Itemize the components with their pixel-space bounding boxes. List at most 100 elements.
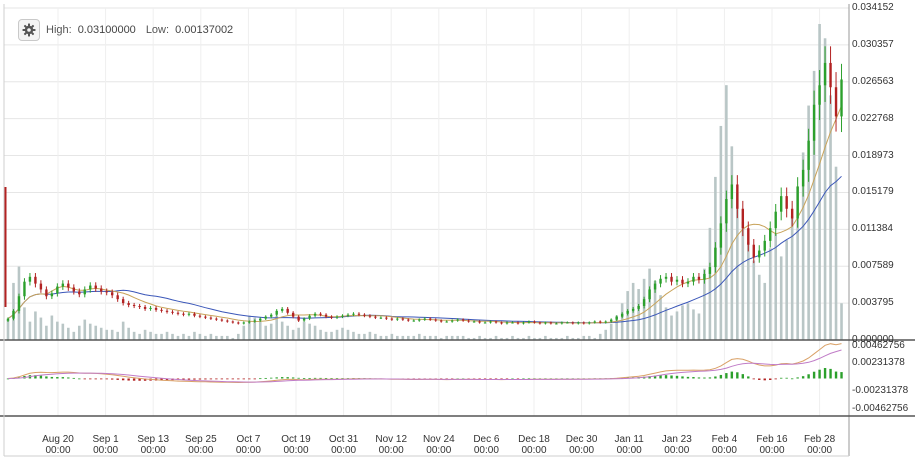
volume-bar xyxy=(670,315,673,340)
volume-bar xyxy=(450,335,454,340)
candle-body xyxy=(790,208,794,219)
candle-body xyxy=(28,276,32,282)
candle-body xyxy=(248,321,251,323)
x-tick-date: Sep 25 xyxy=(184,434,217,445)
volume-bar xyxy=(604,329,608,340)
volume-bar xyxy=(368,331,372,340)
x-tick-time: 00:00 xyxy=(140,445,166,456)
volume-bar xyxy=(461,335,465,340)
x-tick-label: Nov 24 00:00 xyxy=(414,434,464,456)
volume-bar xyxy=(121,321,125,340)
candle-body xyxy=(138,305,141,307)
x-tick-time: 00:00 xyxy=(521,445,547,456)
volume-bar xyxy=(335,329,339,340)
candle-body xyxy=(445,321,448,323)
candle-body xyxy=(242,322,245,324)
macd-histogram-bar xyxy=(834,371,838,379)
candle-body xyxy=(741,208,745,229)
volume-bar xyxy=(385,335,388,340)
candle-body xyxy=(697,276,701,280)
volume-bar xyxy=(527,335,531,340)
volume-bar xyxy=(110,329,114,340)
candle-body xyxy=(363,314,366,316)
macd-histogram-bar xyxy=(34,375,37,379)
macd-histogram-bar xyxy=(83,378,86,380)
candle-body xyxy=(401,318,405,320)
candle-body xyxy=(198,315,202,317)
oscillator-tick-label: -0.00462756 xyxy=(852,403,909,414)
volume-bar xyxy=(308,323,311,340)
x-tick-time: 00:00 xyxy=(93,445,119,456)
candle-body xyxy=(807,140,810,170)
settings-button[interactable] xyxy=(18,19,40,41)
x-tick-date: Feb 28 xyxy=(804,434,836,445)
oscillator-tick-label: 0.00231378 xyxy=(852,357,905,368)
low-label: Low: xyxy=(145,24,170,36)
candle-body xyxy=(385,317,388,319)
volume-bar xyxy=(834,166,838,340)
volume-bar xyxy=(741,221,745,340)
macd-histogram-bar xyxy=(220,378,224,380)
x-tick-label: Sep 25 00:00 xyxy=(176,434,226,456)
y-tick-label: 0.022768 xyxy=(852,112,894,124)
x-tick-date: Dec 6 xyxy=(473,434,500,445)
candle-body xyxy=(237,322,240,324)
candle-body xyxy=(165,310,169,312)
macd-histogram-bar xyxy=(505,378,509,380)
candle-body xyxy=(341,315,344,317)
candle-body xyxy=(253,320,256,322)
volume-bar xyxy=(467,337,470,340)
x-tick-date: Sep 13 xyxy=(137,434,170,445)
y-tick-label: 0.003795 xyxy=(852,297,894,309)
macd-histogram-bar xyxy=(138,378,141,381)
candle-body xyxy=(132,305,136,307)
x-tick-date: Feb 16 xyxy=(756,434,788,445)
macd-histogram-bar xyxy=(790,378,794,380)
volume-bar xyxy=(807,105,810,340)
candle-body xyxy=(220,319,224,321)
volume-bar xyxy=(88,323,92,340)
volume-bar xyxy=(77,325,81,340)
volume-bar xyxy=(45,325,48,340)
macd-histogram-bar xyxy=(522,378,525,380)
candle-body xyxy=(434,319,437,321)
volume-bar xyxy=(494,335,498,340)
oscillator-tick-label: -0.00231378 xyxy=(852,385,909,396)
macd-histogram-bar xyxy=(670,375,673,379)
macd-histogram-bar xyxy=(456,378,459,380)
x-tick-label: Dec 6 00:00 xyxy=(461,434,511,456)
y-tick-label: 0.034152 xyxy=(852,2,894,13)
macd-histogram-bar xyxy=(335,378,339,380)
macd-histogram-bar xyxy=(182,378,185,380)
volume-bar xyxy=(686,303,690,340)
macd-histogram-bar xyxy=(714,376,717,379)
volume-bar xyxy=(681,305,684,340)
volume-bar xyxy=(291,329,295,340)
gear-icon xyxy=(22,23,36,37)
volume-bar xyxy=(209,333,213,340)
candle-body xyxy=(423,318,426,320)
x-tick-time: 00:00 xyxy=(235,445,261,456)
volume-bar xyxy=(138,333,141,340)
macd-histogram-bar xyxy=(308,377,311,379)
macd-histogram-bar xyxy=(440,378,443,380)
volume-bar xyxy=(198,333,202,340)
volume-bar xyxy=(132,331,136,340)
macd-histogram-bar xyxy=(730,371,734,379)
candle-body xyxy=(308,315,311,319)
volume-bar xyxy=(489,337,492,340)
volume-bar xyxy=(483,337,487,340)
x-tick-time: 00:00 xyxy=(378,445,404,456)
candle-body xyxy=(549,322,553,324)
candle-body xyxy=(604,321,607,323)
candle-body xyxy=(116,295,119,300)
x-tick-label: Feb 28 00:00 xyxy=(795,434,845,456)
volume-bar xyxy=(67,327,70,340)
x-tick-time: 00:00 xyxy=(473,445,499,456)
candle-body xyxy=(297,316,300,321)
macd-histogram-bar xyxy=(823,368,827,379)
candle-body xyxy=(840,79,843,117)
candle-body xyxy=(533,321,536,323)
volume-bar xyxy=(264,325,268,340)
